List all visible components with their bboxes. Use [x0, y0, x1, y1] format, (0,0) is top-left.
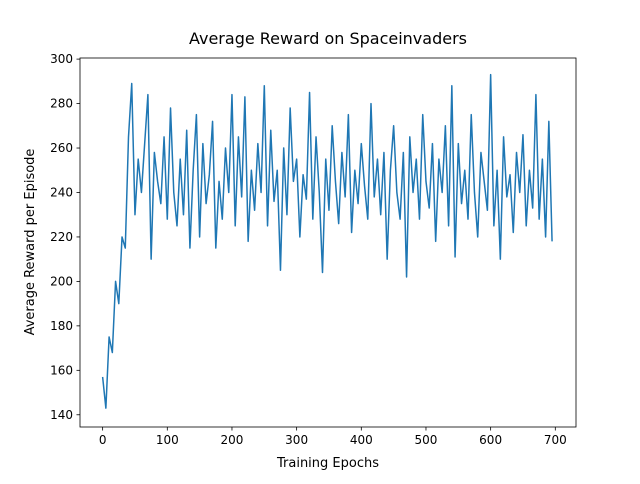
- x-tick-label: 200: [221, 433, 244, 447]
- y-tick-label: 280: [50, 97, 73, 111]
- y-tick-label: 260: [50, 141, 73, 155]
- x-tick-label: 400: [350, 433, 373, 447]
- plot-frame: [79, 57, 577, 428]
- y-axis-label: Average Reward per Episode: [23, 149, 38, 336]
- x-tick-label: 0: [99, 433, 107, 447]
- y-tick-label: 180: [50, 319, 73, 333]
- y-tick-label: 160: [50, 363, 73, 377]
- x-tick-label: 300: [285, 433, 308, 447]
- y-tick-label: 140: [50, 408, 73, 422]
- x-tick-label: 700: [544, 433, 567, 447]
- data-line: [101, 73, 553, 409]
- x-axis-label: Training Epochs: [276, 456, 379, 471]
- y-tick-label: 300: [50, 52, 73, 66]
- y-tick-label: 240: [50, 185, 73, 199]
- y-tick-label: 220: [50, 230, 73, 244]
- y-tick-label: 200: [50, 274, 73, 288]
- x-tick-label: 100: [156, 433, 179, 447]
- x-tick-label: 600: [479, 433, 502, 447]
- chart-title: Average Reward on Spaceinvaders: [189, 29, 467, 48]
- x-tick-label: 500: [415, 433, 438, 447]
